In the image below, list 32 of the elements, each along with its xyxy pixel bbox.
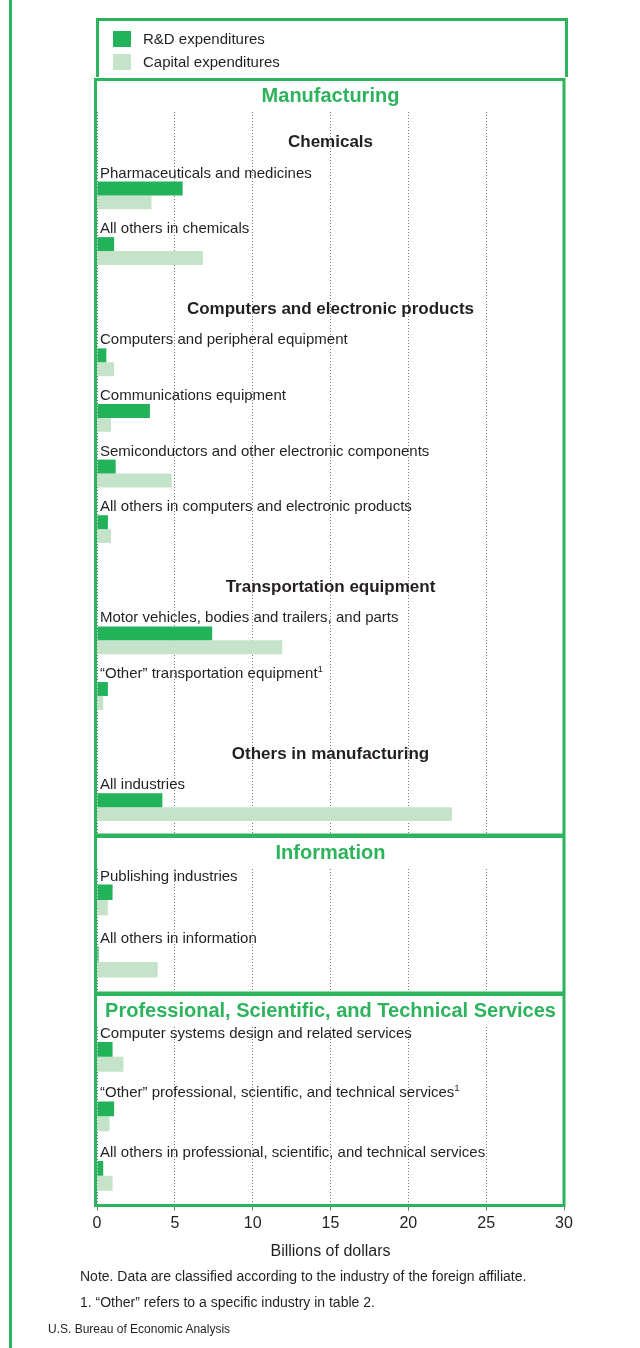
text: 1. “Other” refers to a specific industry in table 2.	[80, 1294, 375, 1310]
y-tick-label: Transportation equipment	[225, 576, 436, 596]
y-tick-label: All others in chemicals	[100, 219, 250, 237]
chart-title: Professional, Scientific, and Technical Services	[105, 999, 556, 1021]
legend-label: Capital expenditures	[143, 53, 280, 70]
y-tick-label: Pharmaceuticals and medicines	[100, 163, 312, 181]
legend-label: R&D expenditures	[143, 30, 265, 47]
x-tick-label: 5	[170, 1213, 180, 1231]
y-tick-label: Motor vehicles, bodies and trailers, and parts	[100, 608, 399, 626]
chart-title: Manufacturing	[261, 84, 400, 106]
x-tick-label: 10	[243, 1213, 262, 1231]
y-tick-label: Semiconductors and other electronic components	[100, 441, 430, 459]
x-tick-label: 25	[477, 1213, 496, 1231]
y-tick-label: All industries	[100, 775, 186, 793]
x-tick-label: 0	[92, 1213, 102, 1231]
y-tick-label: All others in professional, scientific, and technical services	[100, 1142, 486, 1160]
x-axis-title: Billions of dollars	[270, 1241, 391, 1259]
x-tick-label: 20	[399, 1213, 418, 1231]
chart-title: Information	[275, 841, 386, 863]
y-tick-label: Computers and peripheral equipment	[100, 330, 349, 348]
y-tick-label: Others in manufacturing	[231, 743, 430, 763]
y-tick-label: Publishing industries	[100, 866, 238, 884]
y-tick-label: Computer systems design and related services	[100, 1023, 412, 1041]
y-tick-label: All others in information	[100, 928, 257, 946]
text: U.S. Bureau of Economic Analysis	[48, 1322, 231, 1336]
y-tick-label: All others in computers and electronic products	[100, 497, 412, 515]
x-tick-label: 15	[321, 1213, 340, 1231]
y-tick-label: Computers and electronic products	[186, 298, 475, 318]
x-tick-label: 30	[555, 1213, 573, 1231]
y-tick-label: Chemicals	[287, 131, 374, 151]
y-tick-label: Communications equipment	[100, 385, 287, 403]
text: Note. Data are classified according to the industry of the foreign affiliate.	[80, 1268, 527, 1284]
